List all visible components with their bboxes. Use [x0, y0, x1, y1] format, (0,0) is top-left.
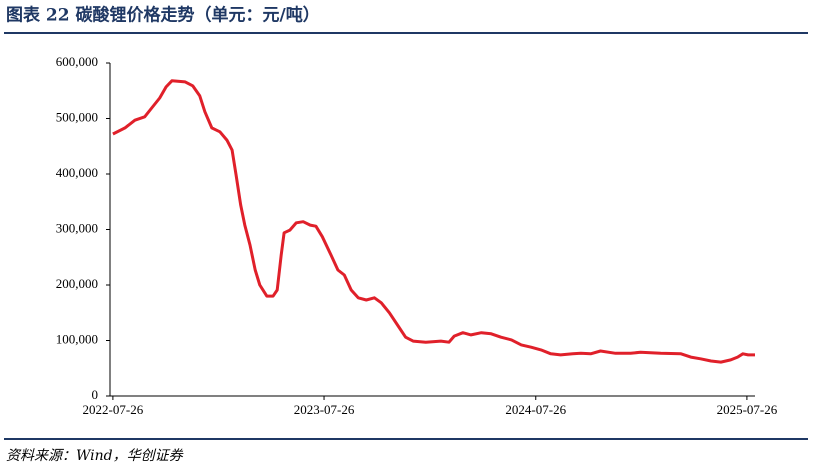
y-tick-label: 300,000 — [56, 220, 98, 235]
chart-title: 图表 22 碳酸锂价格走势（单元：元/吨） — [6, 5, 320, 26]
y-tick-label: 100,000 — [56, 331, 98, 346]
x-tick-label: 2025-07-26 — [717, 402, 778, 417]
y-tick-label: 400,000 — [56, 165, 98, 180]
y-tick-label: 600,000 — [56, 54, 98, 69]
price-line — [112, 79, 755, 364]
y-tick-label: 0 — [92, 387, 99, 402]
source: 资料来源：Wind，华创证券 — [6, 448, 184, 464]
y-tick-label: 200,000 — [56, 276, 98, 291]
x-tick-label: 2023-07-26 — [294, 402, 355, 417]
x-tick-label: 2024-07-26 — [505, 402, 566, 417]
y-tick-label: 500,000 — [56, 109, 98, 124]
x-tick-label: 2022-07-26 — [83, 402, 144, 417]
